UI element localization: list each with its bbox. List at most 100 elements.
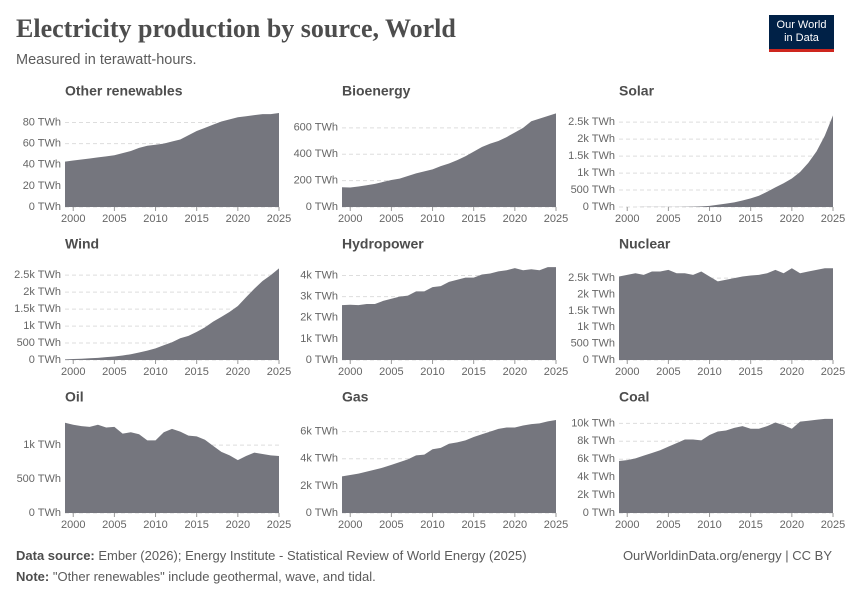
source-text: Ember (2026); Energy Institute - Statist… (98, 548, 527, 563)
area (342, 113, 556, 207)
panel-title: Gas (342, 389, 369, 405)
panel-title: Hydropower (342, 236, 424, 252)
y-tick-label: 10k TWh (571, 417, 615, 429)
x-tick-label: 2015 (461, 213, 485, 225)
y-tick-label: 500 TWh (571, 184, 615, 196)
panel-title: Other renewables (65, 83, 183, 99)
y-tick-label: 4k TWh (577, 471, 615, 483)
x-tick-label: 2015 (461, 366, 485, 378)
y-tick-label: 20 TWh (23, 180, 61, 192)
x-tick-label: 2015 (738, 366, 762, 378)
x-tick-label: 2020 (780, 519, 804, 531)
area (65, 422, 279, 513)
y-tick-label: 1k TWh (23, 320, 61, 332)
x-tick-label: 2020 (226, 366, 250, 378)
y-tick-label: 1k TWh (577, 321, 615, 333)
y-tick-label: 2k TWh (577, 288, 615, 300)
y-tick-label: 0 TWh (306, 354, 338, 366)
y-tick-label: 500 TWh (571, 338, 615, 350)
x-tick-label: 2015 (461, 519, 485, 531)
x-tick-label: 2000 (61, 519, 85, 531)
panel-title: Solar (619, 83, 655, 99)
x-tick-label: 2025 (267, 366, 291, 378)
x-tick-label: 2025 (544, 213, 568, 225)
y-tick-label: 2k TWh (577, 133, 615, 145)
x-tick-label: 2010 (143, 519, 167, 531)
panel-title: Wind (65, 236, 99, 252)
y-tick-label: 0 TWh (29, 507, 61, 519)
y-tick-label: 400 TWh (294, 148, 338, 160)
x-tick-label: 2025 (544, 519, 568, 531)
x-tick-label: 2015 (738, 213, 762, 225)
y-tick-label: 600 TWh (294, 122, 338, 134)
x-tick-label: 2010 (697, 366, 721, 378)
x-tick-label: 2010 (420, 213, 444, 225)
x-tick-label: 2000 (338, 366, 362, 378)
x-tick-label: 2025 (267, 519, 291, 531)
y-tick-label: 6k TWh (577, 453, 615, 465)
x-tick-label: 2025 (544, 366, 568, 378)
x-tick-label: 2010 (143, 366, 167, 378)
x-tick-label: 2000 (338, 213, 362, 225)
note: Note: "Other renewables" include geother… (16, 569, 376, 584)
x-tick-label: 2025 (821, 519, 845, 531)
y-tick-label: 3k TWh (300, 291, 338, 303)
x-tick-label: 2020 (226, 519, 250, 531)
y-tick-label: 60 TWh (23, 138, 61, 150)
url[interactable]: OurWorldinData.org/energy | CC BY (622, 548, 832, 563)
y-tick-label: 2k TWh (300, 312, 338, 324)
y-tick-label: 1.5k TWh (14, 303, 61, 315)
area (342, 420, 556, 513)
x-tick-label: 2015 (184, 519, 208, 531)
panel-title: Coal (619, 389, 649, 405)
area (619, 418, 833, 513)
y-tick-label: 200 TWh (294, 175, 338, 187)
y-tick-label: 0 TWh (306, 201, 338, 213)
logo[interactable]: Our World in Data (769, 15, 834, 52)
y-tick-label: 1k TWh (577, 167, 615, 179)
x-tick-label: 2010 (697, 213, 721, 225)
x-tick-label: 2005 (656, 519, 680, 531)
source: Data source: Ember (2026); Energy Instit… (16, 548, 527, 563)
y-tick-label: 4k TWh (300, 269, 338, 281)
area (619, 268, 833, 360)
x-tick-label: 2005 (379, 519, 403, 531)
x-tick-label: 2020 (503, 213, 527, 225)
area (65, 113, 279, 207)
y-tick-label: 1k TWh (23, 439, 61, 451)
x-tick-label: 2000 (61, 366, 85, 378)
x-tick-label: 2025 (267, 213, 291, 225)
x-tick-label: 2000 (338, 519, 362, 531)
x-tick-label: 2010 (420, 519, 444, 531)
y-tick-label: 0 TWh (29, 354, 61, 366)
x-tick-label: 2000 (61, 213, 85, 225)
note-label: Note: (16, 569, 50, 584)
panel-title: Nuclear (619, 236, 671, 252)
area (342, 267, 556, 360)
x-tick-label: 2005 (656, 366, 680, 378)
y-tick-label: 500 TWh (17, 473, 61, 485)
title: Electricity production by source, World (16, 14, 456, 43)
y-tick-label: 4k TWh (300, 453, 338, 465)
y-tick-label: 8k TWh (577, 435, 615, 447)
x-tick-label: 2025 (821, 213, 845, 225)
y-tick-label: 80 TWh (23, 116, 61, 128)
x-tick-label: 2005 (102, 366, 126, 378)
x-tick-label: 2010 (143, 213, 167, 225)
x-tick-label: 2015 (184, 366, 208, 378)
x-tick-label: 2010 (420, 366, 444, 378)
x-tick-label: 2005 (656, 213, 680, 225)
x-tick-label: 2025 (821, 366, 845, 378)
y-tick-label: 0 TWh (29, 201, 61, 213)
y-tick-label: 0 TWh (583, 354, 615, 366)
panel-title: Oil (65, 389, 84, 405)
x-tick-label: 2005 (379, 366, 403, 378)
x-tick-label: 2020 (780, 213, 804, 225)
y-tick-label: 1.5k TWh (568, 305, 615, 317)
x-tick-label: 2020 (503, 366, 527, 378)
x-tick-label: 2020 (226, 213, 250, 225)
y-tick-label: 2k TWh (23, 286, 61, 298)
y-tick-label: 6k TWh (300, 425, 338, 437)
x-tick-label: 2000 (615, 213, 639, 225)
